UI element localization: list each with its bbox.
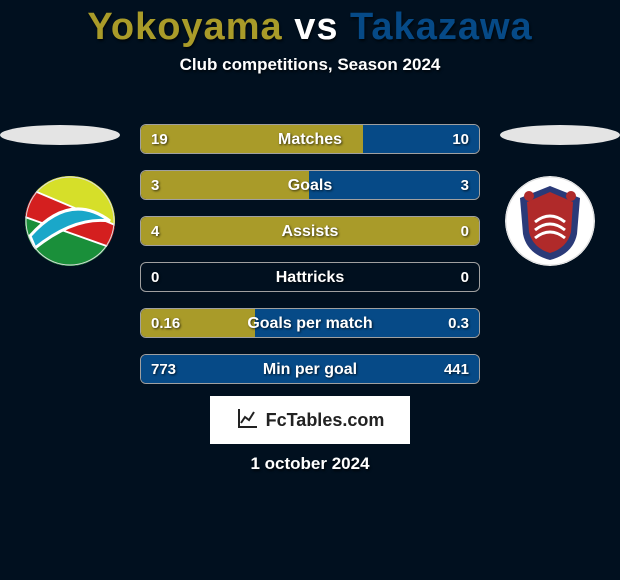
stat-row: 00Hattricks xyxy=(140,262,480,292)
player1-name: Yokoyama xyxy=(87,6,282,48)
player2-name: Takazawa xyxy=(350,6,533,48)
team-crest-right xyxy=(505,176,595,266)
stat-label: Goals xyxy=(141,171,479,200)
stat-row: 1910Matches xyxy=(140,124,480,154)
stat-label: Assists xyxy=(141,217,479,246)
oval-shadow-right xyxy=(500,125,620,145)
team-crest-left xyxy=(25,176,115,266)
chart-icon xyxy=(236,406,260,435)
stat-row: 773441Min per goal xyxy=(140,354,480,384)
vs-text: vs xyxy=(294,6,338,48)
stat-label: Matches xyxy=(141,125,479,154)
watermark: FcTables.com xyxy=(210,396,410,444)
stat-label: Min per goal xyxy=(141,355,479,384)
stat-row: 40Assists xyxy=(140,216,480,246)
watermark-text: FcTables.com xyxy=(266,410,385,431)
stats-table: 1910Matches 33Goals 40Assists 00Hattricks 0.… xyxy=(140,124,480,400)
stat-row: 0.160.3Goals per match xyxy=(140,308,480,338)
stat-label: Hattricks xyxy=(141,263,479,292)
stat-label: Goals per match xyxy=(141,309,479,338)
page-title: Yokoyama vs Takazawa xyxy=(0,0,620,49)
subtitle: Club competitions, Season 2024 xyxy=(0,55,620,75)
oval-shadow-left xyxy=(0,125,120,145)
stat-row: 33Goals xyxy=(140,170,480,200)
date-text: 1 october 2024 xyxy=(0,454,620,474)
